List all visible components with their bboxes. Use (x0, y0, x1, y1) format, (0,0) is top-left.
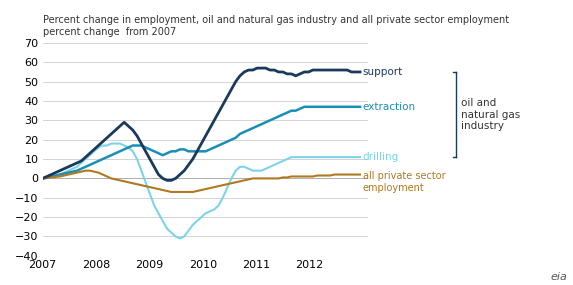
Text: oil and: oil and (461, 98, 497, 108)
Text: drilling: drilling (363, 152, 399, 162)
Text: industry: industry (461, 121, 504, 131)
Text: eia: eia (551, 272, 567, 282)
Text: natural gas: natural gas (461, 109, 520, 119)
Text: all private sector
employment: all private sector employment (363, 172, 445, 193)
Text: Percent change in employment, oil and natural gas industry and all private secto: Percent change in employment, oil and na… (42, 15, 509, 36)
Text: extraction: extraction (363, 102, 416, 112)
Text: support: support (363, 67, 403, 77)
